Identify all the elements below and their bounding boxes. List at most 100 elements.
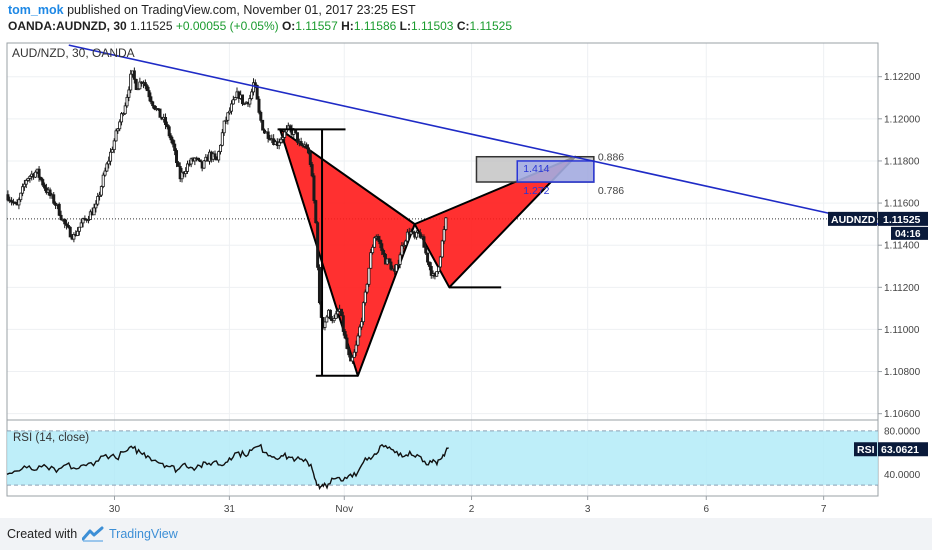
candle [52, 192, 56, 205]
candle [404, 239, 408, 248]
candle [387, 257, 391, 264]
candle [396, 259, 400, 267]
candle-body [405, 231, 409, 242]
candle-body [112, 140, 116, 151]
candle [143, 79, 147, 90]
ticker-label[interactable]: OANDA:AUDNZD, 30 [8, 19, 127, 33]
trendline[interactable] [68, 44, 879, 225]
candle [22, 179, 26, 191]
candle [105, 161, 109, 172]
candle [367, 267, 371, 287]
candle-body [277, 141, 281, 146]
published-text: published on TradingView.com, November 0… [67, 3, 416, 17]
candle-body [218, 144, 222, 153]
time-tick-label: 6 [703, 504, 709, 515]
candle [389, 258, 393, 271]
candle [48, 187, 52, 199]
chart-header: tom_mok published on TradingView.com, No… [0, 0, 932, 38]
price-tick-label: 1.11800 [884, 156, 920, 167]
countdown-tag [891, 226, 928, 240]
candle-body [96, 196, 100, 205]
rsi-label-tag [854, 442, 877, 457]
author-name[interactable]: tom_mok [8, 3, 64, 17]
candle [134, 78, 138, 90]
candle-body [121, 113, 125, 115]
candlestick-series [6, 67, 448, 364]
candle-body [33, 171, 37, 178]
candle-body [136, 88, 140, 91]
candle-body [171, 139, 175, 145]
candle [259, 110, 263, 123]
fib-boxes: 0.886 0.786 1.414 1.272 [475, 152, 624, 197]
candle-body [169, 135, 173, 141]
candle-body [176, 162, 180, 167]
candle-body [424, 246, 428, 254]
rsi-line [6, 443, 449, 491]
candle-body [165, 124, 169, 128]
candle [171, 136, 175, 148]
candle [87, 215, 91, 224]
candle-body [81, 218, 85, 224]
candle [164, 113, 168, 130]
candle [427, 261, 431, 271]
candle-body [279, 138, 283, 143]
candle-body [110, 149, 114, 153]
change-value: +0.00055 (+0.05%) [175, 19, 279, 33]
rsi-axis[interactable]: 40.0000 80.0000 [884, 426, 921, 480]
candle-body [52, 194, 56, 204]
candle-body [125, 96, 129, 107]
candle [65, 219, 69, 230]
candle [437, 266, 441, 274]
time-axis[interactable]: 30 31 Nov 2 3 6 7 [109, 496, 827, 515]
candle [175, 148, 179, 168]
price-tick-label: 1.11200 [884, 283, 920, 294]
rsi-value-tag: RSI 63.0621 [854, 442, 928, 457]
candle-body [153, 105, 157, 110]
candle-body [281, 137, 285, 140]
candle-body [189, 158, 193, 165]
publish-line: tom_mok published on TradingView.com, No… [8, 3, 416, 17]
candle [26, 177, 30, 182]
price-axis[interactable]: 1.10600 1.10800 1.11000 1.11200 1.11400 1.116… [878, 72, 921, 420]
candle [76, 227, 80, 237]
candle-body [314, 200, 318, 224]
chart-area[interactable]: 0.886 0.786 1.414 1.272 1.10600 1.10800 1.110… [0, 38, 932, 518]
candle [107, 156, 111, 169]
candle [277, 138, 281, 150]
price-tick-label: 1.11600 [884, 199, 920, 210]
candle-body [429, 266, 433, 276]
candle [17, 197, 21, 210]
candle [202, 160, 206, 170]
rsi-tick-label: 40.0000 [884, 470, 921, 481]
candle-body [145, 85, 149, 92]
candle-body [427, 261, 431, 267]
candle [153, 105, 157, 111]
candle-body [65, 223, 69, 226]
ohlc-high-value: 1.11586 [353, 19, 397, 33]
candle [261, 119, 265, 131]
candle-body [228, 110, 232, 114]
candle [103, 167, 107, 177]
candle-body [257, 98, 261, 113]
price-tick-label: 1.12000 [884, 114, 921, 125]
candle [10, 197, 14, 206]
candle [224, 116, 228, 125]
candle [120, 111, 124, 126]
price-tick-label: 1.12200 [884, 72, 921, 83]
candle-body [94, 203, 98, 209]
candle [218, 144, 222, 155]
price-tick-label: 1.10600 [884, 409, 921, 420]
candle [251, 78, 255, 96]
candle-body [98, 194, 102, 197]
candle-body [255, 84, 259, 100]
candle-body [251, 82, 255, 93]
tradingview-brand-text[interactable]: TradingView [109, 527, 178, 541]
candle-body [332, 318, 336, 322]
candle [444, 217, 448, 231]
candle [418, 228, 422, 239]
candle-body [328, 309, 332, 320]
main-pane-title: AUD/NZD, 30, OANDA [12, 46, 135, 60]
rsi-value-box [878, 442, 928, 457]
candle [43, 182, 47, 191]
candle-body [147, 90, 151, 98]
